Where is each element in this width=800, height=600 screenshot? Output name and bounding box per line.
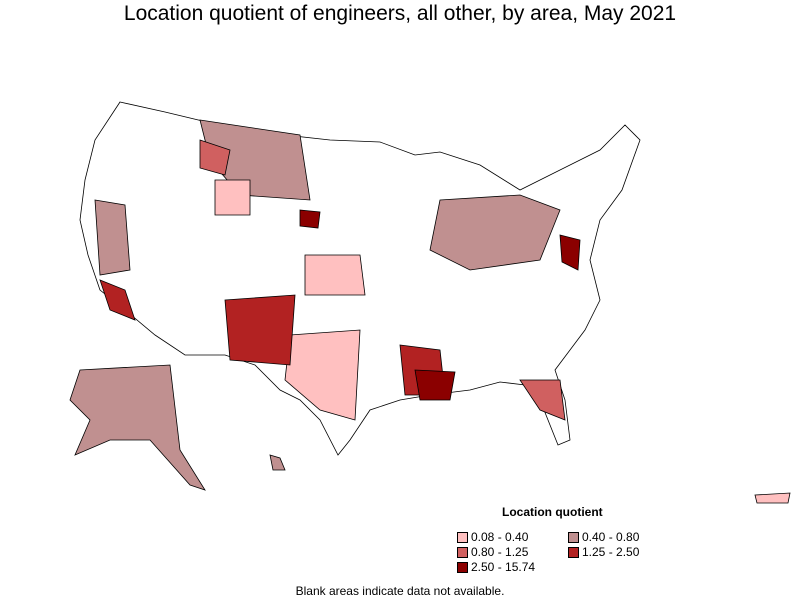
- legend-item: 0.40 - 0.80: [568, 530, 639, 544]
- footnote: Blank areas indicate data not available.: [295, 584, 505, 598]
- puerto-rico: [754, 492, 791, 504]
- region-0.08-0.40: [304, 254, 366, 296]
- legend-swatch: [457, 531, 468, 543]
- legend-item: 0.08 - 0.40: [457, 530, 528, 544]
- legend-label: 0.80 - 1.25: [471, 545, 529, 559]
- region-0.80-1.25: [199, 139, 231, 176]
- region-0.80-1.25: [519, 379, 566, 421]
- region-2.50-15.74: [559, 234, 581, 271]
- region-0.40-0.80: [429, 194, 561, 271]
- legend-swatch: [457, 546, 468, 558]
- legend-item: 1.25 - 2.50: [568, 545, 639, 559]
- region-1.25-2.50: [224, 294, 296, 366]
- region-2.50-15.74: [414, 369, 456, 401]
- legend-swatch: [568, 546, 579, 558]
- region-0.08-0.40: [214, 179, 251, 216]
- legend-title: Location quotient: [502, 505, 603, 519]
- region-1.25-2.50: [99, 279, 136, 321]
- alaska: [69, 364, 206, 491]
- legend-label: 0.08 - 0.40: [471, 530, 529, 544]
- legend-swatch: [568, 531, 579, 543]
- hawaii: [269, 454, 286, 471]
- legend-swatch: [457, 561, 468, 573]
- region-0.08-0.40: [284, 329, 361, 421]
- legend-label: 0.40 - 0.80: [582, 530, 640, 544]
- map-title: Location quotient of engineers, all othe…: [123, 2, 677, 25]
- legend-label: 1.25 - 2.50: [582, 545, 640, 559]
- region-2.50-15.74: [299, 209, 321, 229]
- legend-label: 2.50 - 15.74: [471, 560, 536, 574]
- legend-item: 0.80 - 1.25: [457, 545, 528, 559]
- region-0.40-0.80: [94, 199, 131, 276]
- legend-item: 2.50 - 15.74: [457, 560, 535, 574]
